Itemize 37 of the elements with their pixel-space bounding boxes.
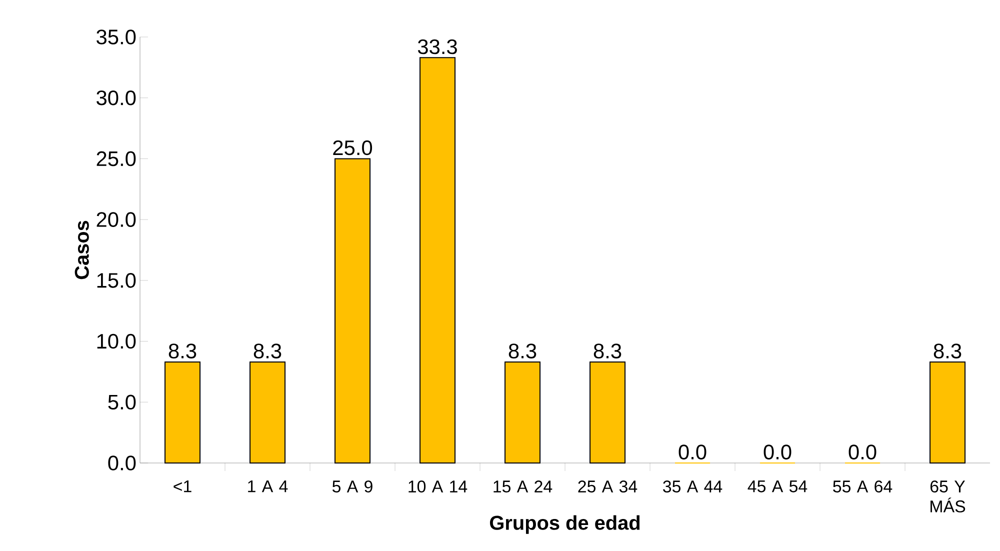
y-tick-label: 20.0 [96,212,136,227]
bar [590,361,626,464]
y-axis-title: Casos [74,220,89,280]
bar [504,361,541,464]
x-tick-label: 25 A 34 [578,480,638,493]
x-axis-title: Grupos de edad [490,515,640,534]
x-tick-label: 65 Y MÁS [930,480,966,512]
x-tick-label: 55 A 64 [833,480,892,493]
x-tick-label: 1 A 4 [248,480,288,492]
y-tick-label: 10.0 [97,334,136,349]
y-tick-label: 30.0 [96,90,136,106]
x-tick-label: <1 [174,480,192,492]
data-label: 8.3 [594,344,622,358]
x-tick-label: 45 A 54 [748,480,808,492]
data-label: 8.3 [508,344,536,358]
data-label: 0.0 [764,444,792,460]
data-label: 8.3 [168,344,196,358]
data-label: 25.0 [333,140,372,156]
y-tick-label: 0.0 [108,456,136,470]
bar [250,361,286,464]
data-label: 8.3 [254,344,282,358]
x-tick-label: 35 A 44 [663,480,722,493]
y-tick-label: 15.0 [97,273,136,288]
y-tick-label: 35.0 [96,30,136,44]
bar [420,57,456,464]
bar [164,361,201,464]
x-tick-label: 10 A 14 [408,480,468,493]
data-label: 0.0 [848,444,876,460]
x-tick-label: 5 A 9 [332,480,372,493]
bar [930,361,966,464]
y-tick-label: 5.0 [108,394,136,410]
data-label: 33.3 [418,39,457,54]
bar [334,158,371,464]
y-tick-label: 25.0 [96,151,136,166]
data-label: 8.3 [934,344,962,358]
data-label: 0.0 [678,444,706,460]
x-tick-label: 15 A 24 [494,480,552,493]
